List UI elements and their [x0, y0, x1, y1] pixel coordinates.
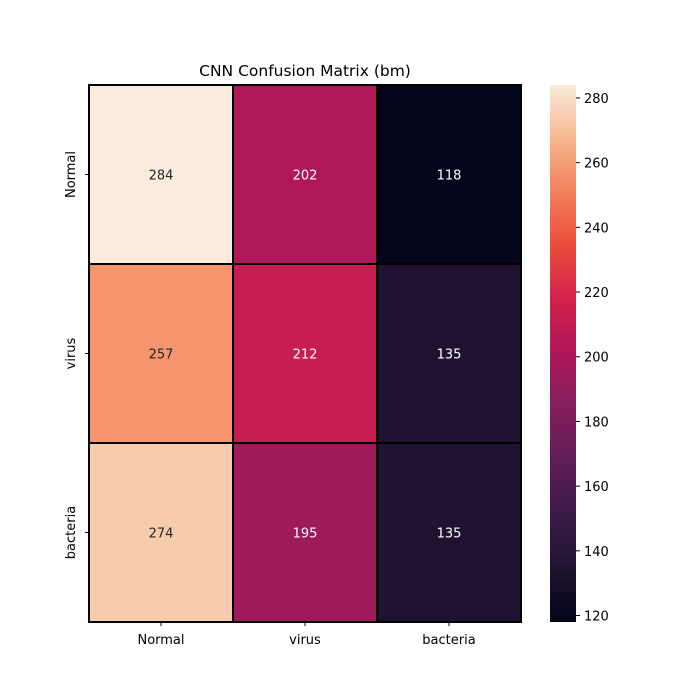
colorbar-tick-label: 220	[584, 286, 609, 301]
colorbar-tick-label: 160	[584, 480, 609, 495]
heatmap-cell	[88, 263, 234, 444]
y-tick-label: bacteria	[64, 506, 79, 559]
heatmap-cell	[232, 442, 378, 623]
heatmap-cell	[232, 263, 378, 444]
heatmap-cell	[88, 84, 234, 265]
cell-value-label: 135	[437, 527, 462, 542]
cell-value-label: 135	[437, 348, 462, 363]
x-tick-label: bacteria	[422, 633, 475, 648]
cell-value-label: 195	[293, 527, 318, 542]
cell-value-label: 118	[437, 169, 462, 184]
y-axis: Normal virus bacteria	[64, 151, 89, 559]
colorbar-tick-label: 280	[584, 92, 609, 107]
y-tick-label: Normal	[64, 151, 79, 198]
heatmap-cell	[232, 84, 378, 265]
x-tick-label: virus	[289, 633, 321, 648]
x-axis: Normal virus bacteria	[137, 622, 476, 648]
colorbar-gradient	[550, 85, 576, 622]
heatmap-cell	[376, 263, 522, 444]
chart-title: CNN Confusion Matrix (bm)	[199, 62, 411, 80]
colorbar-tick-label: 240	[584, 221, 609, 236]
cell-value-label: 212	[293, 348, 318, 363]
cell-value-label: 284	[149, 169, 174, 184]
heatmap-cell	[376, 84, 522, 265]
colorbar-tick-label: 120	[584, 610, 609, 625]
heatmap-cells: 284 202 118 257 212 135 274 195 135	[88, 84, 522, 623]
cell-value-label: 202	[293, 169, 318, 184]
colorbar-tick-label: 260	[584, 157, 609, 172]
cell-value-label: 257	[149, 348, 174, 363]
cell-value-label: 274	[149, 527, 174, 542]
colorbar-tick-label: 200	[584, 351, 609, 366]
colorbar: 120 140 160 180 200 220 240 260 280	[550, 85, 609, 625]
y-tick-label: virus	[64, 337, 79, 369]
x-tick-label: Normal	[137, 633, 184, 648]
colorbar-tick-label: 140	[584, 545, 609, 560]
colorbar-tick-label: 180	[584, 415, 609, 430]
